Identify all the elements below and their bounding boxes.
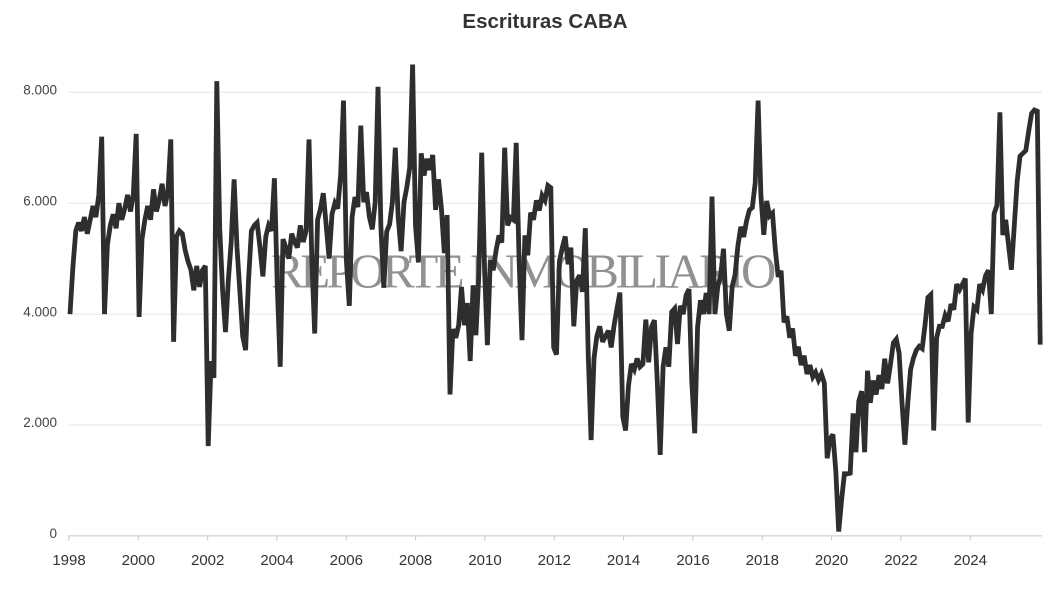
svg-text:2006: 2006 bbox=[330, 552, 363, 569]
svg-text:2024: 2024 bbox=[954, 552, 987, 569]
svg-text:1998: 1998 bbox=[52, 552, 85, 569]
svg-text:8.000: 8.000 bbox=[23, 83, 57, 98]
svg-text:2016: 2016 bbox=[676, 552, 709, 569]
svg-text:2.000: 2.000 bbox=[23, 415, 57, 430]
svg-text:2010: 2010 bbox=[468, 552, 501, 569]
svg-text:4.000: 4.000 bbox=[23, 304, 57, 319]
svg-text:Escrituras CABA: Escrituras CABA bbox=[462, 10, 627, 33]
svg-text:2004: 2004 bbox=[260, 552, 293, 569]
svg-text:2022: 2022 bbox=[884, 552, 917, 569]
svg-text:2020: 2020 bbox=[815, 552, 848, 569]
svg-text:0: 0 bbox=[49, 526, 57, 541]
svg-text:6.000: 6.000 bbox=[23, 193, 57, 208]
svg-text:2018: 2018 bbox=[746, 552, 779, 569]
svg-text:2014: 2014 bbox=[607, 552, 640, 569]
svg-text:2002: 2002 bbox=[191, 552, 224, 569]
svg-text:2008: 2008 bbox=[399, 552, 432, 569]
svg-text:2000: 2000 bbox=[122, 552, 155, 569]
svg-text:2012: 2012 bbox=[538, 552, 571, 569]
